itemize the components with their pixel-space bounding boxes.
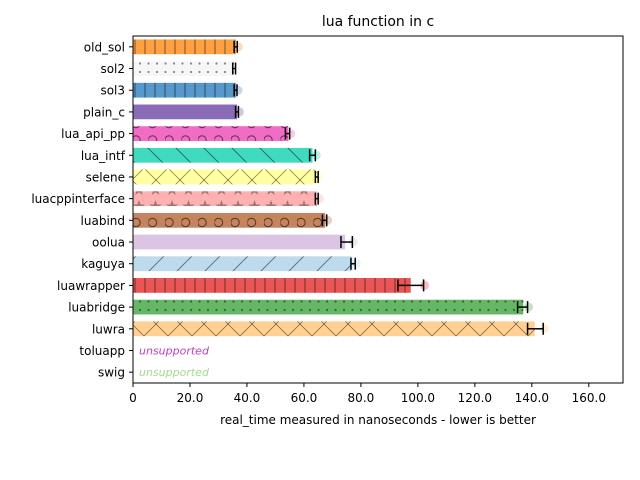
bar-end-marker-oolua [348, 237, 358, 247]
chart-title: lua function in c [322, 14, 434, 30]
errorbars-group [231, 40, 544, 335]
unsupported-labels: unsupported unsupported [139, 344, 210, 379]
y-tick-label-luabind: luabind [81, 214, 125, 228]
y-tick-label-luwra: luwra [92, 322, 125, 336]
x-tick-label-8: 160.0 [572, 391, 606, 405]
y-tick-label-selene: selene [86, 170, 125, 184]
unsupported-label-toluapp: unsupported [139, 344, 210, 357]
errorbar-oolua [340, 236, 354, 249]
y-tick-label-kaguya: kaguya [81, 257, 125, 271]
errorbar-luawrapper [397, 279, 425, 292]
bar-hatch-lua-intf [133, 147, 313, 163]
x-tick-label-2: 40.0 [234, 391, 261, 405]
errorbar-luabridge [516, 301, 529, 314]
y-tick-label-toluapp: toluapp [79, 344, 125, 358]
y-tick-label-oolua: oolua [92, 236, 125, 250]
bar-hatch-luabind [133, 212, 326, 228]
bar-end-marker-lua-intf [311, 150, 321, 160]
bar-hatch-lua-api-pp [133, 126, 289, 141]
bar-hatch-luabridge [133, 299, 524, 315]
y-tick-label-lua-intf: lua_intf [81, 149, 126, 163]
bar-oolua [133, 234, 346, 250]
bar-hatch-kaguya [133, 256, 353, 272]
x-tick-label-5: 100.0 [401, 391, 435, 405]
errorbar-luwra [526, 322, 544, 335]
y-tick-label-sol2: sol2 [100, 62, 125, 76]
bar-plain-c [133, 104, 237, 120]
bar-end-marker-selene [314, 172, 324, 182]
errorbar-luabind [321, 214, 328, 227]
unsupported-label-swig: unsupported [139, 366, 210, 379]
errorbar-plain-c [234, 105, 240, 118]
y-tick-label-old-sol: old_sol [84, 40, 125, 54]
bar-hatch-selene [133, 169, 317, 185]
x-tick-label-7: 140.0 [515, 391, 549, 405]
bar-end-marker-lua-api-pp [286, 129, 296, 139]
bar-hatch-sol3 [133, 82, 236, 98]
y-tick-label-lua-api-pp: lua_api_pp [61, 127, 125, 141]
errorbar-kaguya [350, 257, 356, 270]
bar-end-marker-luabridge [524, 302, 534, 312]
errorbar-lua-intf [308, 149, 317, 162]
y-tick-label-luabridge: luabridge [68, 301, 125, 315]
bar-hatch-luacppinterface [133, 191, 317, 207]
errorbar-lua-api-pp [284, 127, 291, 140]
x-tick-label-6: 120.0 [458, 391, 492, 405]
errorbar-sol2 [231, 62, 237, 75]
x-tick-label-0: 0 [129, 391, 137, 405]
bars-group [133, 39, 549, 337]
bar-end-marker-kaguya [351, 259, 361, 269]
x-tick-label-4: 80.0 [348, 391, 375, 405]
bar-hatch-luawrapper [133, 278, 411, 293]
bar-end-marker-plain-c [234, 107, 244, 117]
bar-end-marker-luacppinterface [314, 194, 324, 204]
bar-end-marker-sol3 [233, 85, 243, 95]
errorbar-sol3 [233, 84, 238, 97]
y-tick-label-sol3: sol3 [100, 84, 125, 98]
y-tick-label-plain-c: plain_c [83, 105, 125, 119]
x-tick-label-3: 60.0 [291, 391, 318, 405]
errorbar-luacppinterface [314, 192, 319, 205]
x-tick-label-1: 20.0 [177, 391, 204, 405]
plot-frame [132, 35, 624, 384]
bar-end-marker-old-sol [233, 42, 243, 52]
bar-hatch-sol2 [133, 61, 235, 76]
errorbar-selene [314, 170, 319, 183]
y-tick-label-luacppinterface: luacppinterface [31, 192, 125, 206]
y-tick-label-swig: swig [98, 366, 125, 380]
y-axis: old_sol sol2 sol3 plain_c lua_api_pp lua_intf… [31, 40, 133, 380]
errorbar-old-sol [233, 40, 239, 53]
x-axis-label: real_time measured in nanoseconds - lowe… [220, 413, 536, 427]
y-tick-label-luawrapper: luawrapper [57, 279, 125, 293]
x-axis: 0 20.0 40.0 60.0 80.0 100.0 120.0 140.0 160.0 [129, 383, 606, 405]
bar-end-marker-sol2 [232, 64, 242, 74]
bar-end-marker-luabind [323, 215, 333, 225]
bar-hatch-old-sol [133, 39, 236, 55]
bar-end-marker-luawrapper [420, 280, 430, 290]
bar-hatch-luwra [133, 321, 535, 337]
bar-end-marker-luwra [539, 324, 549, 334]
